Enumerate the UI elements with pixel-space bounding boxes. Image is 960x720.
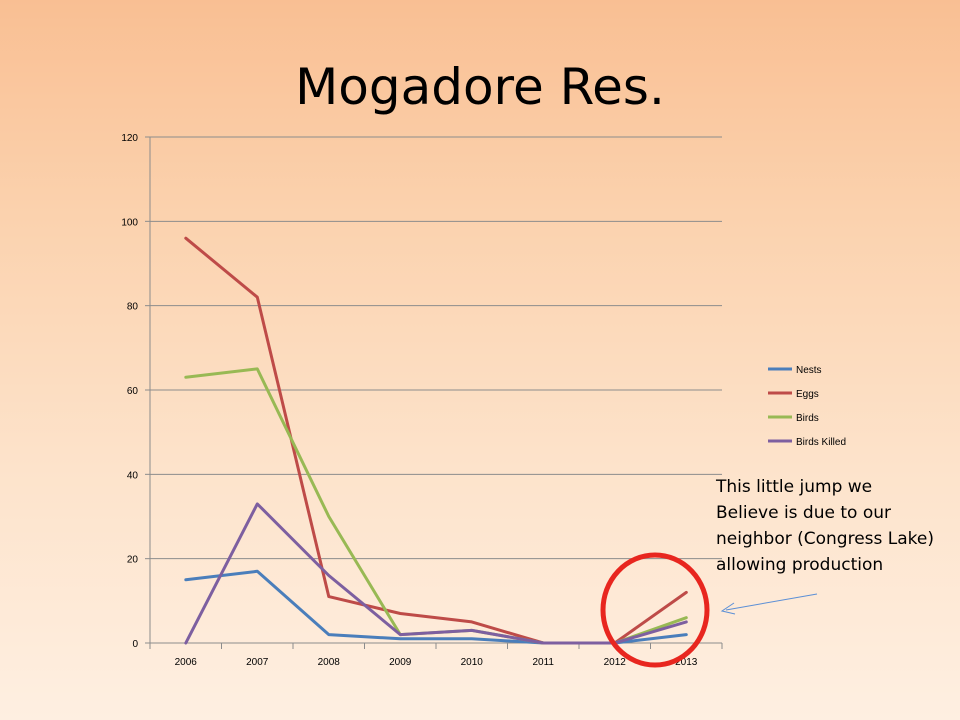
y-tick-label: 40	[127, 470, 139, 481]
annotation-line: This little jump we	[716, 477, 873, 497]
x-tick-label: 2006	[175, 657, 198, 668]
y-tick-label: 20	[127, 555, 139, 566]
y-tick-label: 0	[132, 639, 138, 650]
x-tick-label: 2008	[318, 657, 341, 668]
annotation-arrow	[725, 593, 818, 611]
annotation-overlay	[600, 552, 818, 668]
annotation-text: This little jump we Believe is due to ou…	[716, 474, 960, 578]
legend-label: Birds	[796, 413, 819, 424]
legend-label: Birds Killed	[796, 437, 846, 448]
gridlines	[150, 136, 722, 644]
series-lines	[184, 236, 688, 645]
y-tick-label: 60	[127, 386, 139, 397]
highlight-circle	[600, 552, 710, 668]
y-tick-label: 100	[121, 217, 138, 228]
x-tick-label: 2009	[389, 657, 412, 668]
legend-label: Nests	[796, 365, 822, 376]
legend: Nests Eggs Birds Birds Killed	[768, 365, 846, 448]
x-tick-label: 2013	[675, 657, 698, 668]
annotation-line: neighbor (Congress Lake)	[716, 529, 934, 549]
annotation-line: Believe is due to our	[716, 503, 891, 523]
y-tick-label: 120	[121, 133, 138, 144]
x-tick-label: 2011	[532, 657, 554, 668]
y-tick-label: 80	[127, 302, 139, 313]
axes: 0 20 40 60 80 100 120 2006 2007 2008 2009 2010 2011 2…	[121, 133, 723, 668]
x-tick-label: 2012	[604, 657, 627, 668]
legend-label: Eggs	[796, 389, 819, 400]
x-tick-label: 2007	[246, 657, 269, 668]
series-line-birds-killed	[184, 502, 688, 645]
slide-title: Mogadore Res.	[295, 58, 665, 116]
x-tick-label: 2010	[461, 657, 484, 668]
annotation-line: allowing production	[716, 555, 884, 575]
arrow-head	[720, 602, 736, 615]
